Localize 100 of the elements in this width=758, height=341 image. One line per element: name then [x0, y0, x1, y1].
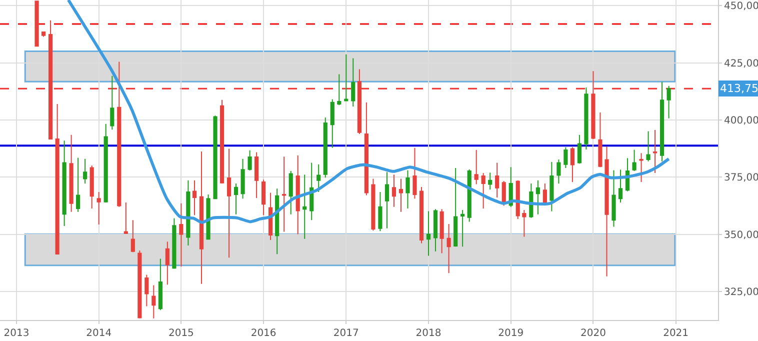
candlestick	[282, 156, 286, 232]
candlestick	[110, 75, 114, 130]
y-tick-label: 425,00	[724, 58, 758, 70]
candlestick	[454, 168, 458, 248]
candlestick	[495, 162, 500, 198]
candlestick	[179, 202, 184, 268]
candlestick	[598, 112, 602, 168]
candlestick	[577, 134, 582, 164]
candlestick	[516, 180, 520, 220]
candlestick	[42, 32, 46, 38]
candlestick	[570, 146, 575, 182]
candlestick	[248, 150, 252, 172]
candlestick	[288, 170, 293, 215]
candlestick	[124, 202, 128, 234]
candlestick	[584, 87, 588, 150]
candlestick	[83, 158, 88, 184]
candlestick	[275, 188, 280, 255]
candlestick	[192, 180, 197, 216]
candlestick	[316, 164, 321, 192]
x-tick-label: 2019	[498, 328, 524, 339]
candlestick	[412, 147, 417, 200]
candlestick	[158, 258, 162, 311]
candlestick	[337, 74, 342, 106]
candlestick	[460, 210, 465, 248]
candlestick	[254, 152, 259, 198]
y-tick-label: 325,00	[724, 286, 758, 298]
candlestick	[186, 180, 190, 246]
x-tick-label: 2018	[416, 328, 442, 339]
candlestick	[55, 104, 60, 254]
candlestick	[296, 154, 300, 235]
candlestick	[262, 179, 266, 216]
candlestick	[213, 115, 218, 200]
x-tick-label: 2017	[333, 328, 359, 339]
candlestick	[384, 172, 390, 229]
candlestick	[660, 81, 664, 162]
candlestick	[165, 241, 170, 286]
candlestick	[653, 130, 658, 174]
line-series	[66, 0, 670, 224]
candlestick	[406, 170, 410, 209]
candlestick	[488, 172, 492, 190]
candlestick	[426, 210, 431, 256]
candlestick	[104, 123, 108, 204]
candlestick	[419, 186, 424, 244]
y-tick-label: 350,00	[724, 230, 758, 241]
candlestick	[646, 130, 650, 162]
x-tick-label: 2015	[168, 328, 194, 339]
candlestick	[48, 20, 53, 140]
candlestick	[433, 208, 438, 252]
candlestick	[550, 162, 554, 212]
candlestick	[536, 180, 540, 215]
candlestick	[351, 58, 356, 108]
candlestick	[90, 164, 94, 209]
candlestick	[632, 149, 636, 172]
candlestick	[96, 192, 101, 225]
candlestick	[344, 54, 348, 102]
candlestick	[220, 99, 224, 184]
candlestick	[446, 224, 451, 274]
y-tick-label: 450,00	[724, 1, 758, 12]
candlestick	[310, 162, 314, 221]
candlestick	[130, 220, 135, 253]
candlestick	[398, 178, 404, 212]
candlestick	[357, 68, 362, 134]
candlestick	[330, 98, 334, 148]
candlestick	[564, 146, 568, 168]
candlestick	[612, 170, 616, 228]
candlestick	[240, 158, 245, 200]
candlestick	[34, 0, 39, 47]
candlestick	[117, 61, 122, 208]
candlestick	[604, 146, 609, 277]
candlestick	[144, 274, 149, 307]
candlestick	[226, 148, 232, 258]
candlestick	[639, 152, 644, 182]
candlestick	[502, 180, 506, 206]
candlestick	[378, 192, 382, 232]
candlestick	[199, 151, 204, 284]
candlestick	[618, 169, 623, 204]
ref-line-label: 413,75	[720, 82, 758, 95]
x-tick-label: 2020	[580, 328, 606, 339]
candlestick	[474, 149, 478, 185]
candlestick	[206, 194, 210, 240]
x-tick-label: 2013	[4, 328, 30, 339]
candlestick	[234, 183, 238, 215]
candlestick	[323, 116, 328, 178]
x-tick-label: 2021	[663, 328, 689, 339]
candlestick	[666, 85, 671, 119]
candlestick	[522, 210, 526, 238]
candlestick	[152, 284, 156, 319]
candlestick	[440, 208, 444, 254]
candlestick	[138, 250, 142, 319]
candlestick	[69, 134, 74, 212]
y-tick-label: 400,00	[724, 116, 758, 126]
candlestick	[76, 157, 80, 212]
candlestick	[392, 174, 396, 208]
candlestick	[371, 178, 376, 232]
candlestick	[62, 140, 66, 227]
candlestick	[268, 192, 273, 240]
x-tick-label: 2016	[250, 328, 276, 339]
x-tick-label: 2014	[86, 328, 112, 339]
candlestick	[302, 174, 307, 240]
candlestick	[556, 159, 561, 184]
